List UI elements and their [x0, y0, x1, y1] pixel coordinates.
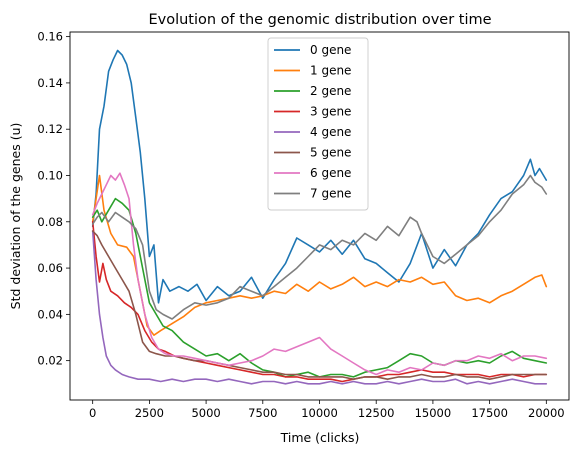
- legend-label-2: 2 gene: [310, 84, 351, 98]
- legend-label-1: 1 gene: [310, 64, 351, 78]
- y-tick-label: 0.16: [37, 30, 63, 44]
- series-line-7: [91, 174, 548, 320]
- series-line-2: [91, 197, 548, 378]
- legend-label-0: 0 gene: [310, 43, 351, 57]
- chart-title: Evolution of the genomic distribution ov…: [148, 12, 491, 28]
- y-tick-label: 0.06: [37, 261, 63, 275]
- x-tick-label: 2500: [135, 406, 164, 420]
- legend-box: [267, 37, 369, 211]
- legend: 0 gene 1 gene 2 gene 3 gene 4 gene 5 gene 6 ge…: [267, 37, 369, 211]
- x-tick-label: 15000: [415, 406, 452, 420]
- y-axis-label: Std deviation of the genes (u): [8, 123, 23, 310]
- legend-label-6: 6 gene: [310, 166, 351, 180]
- legend-label-7: 7 gene: [310, 187, 351, 201]
- x-tick-label: 20000: [528, 406, 565, 420]
- legend-label-5: 5 gene: [310, 146, 351, 160]
- x-axis-label: Time (clicks): [280, 430, 360, 445]
- series-line-6: [91, 172, 548, 376]
- legend-label-3: 3 gene: [310, 105, 351, 119]
- y-tick-label: 0.14: [37, 76, 63, 90]
- y-tick-label: 0.04: [37, 307, 63, 321]
- y-tick-label: 0.10: [37, 168, 63, 182]
- x-axis: 0 2500 5000 7500 10000 12500 15000 17500 20000: [89, 400, 565, 420]
- series-layer: [91, 49, 548, 385]
- x-tick-label: 10000: [301, 406, 338, 420]
- x-tick-label: 17500: [471, 406, 508, 420]
- y-tick-label: 0.12: [37, 122, 63, 136]
- x-tick-label: 7500: [248, 406, 277, 420]
- y-tick-label: 0.08: [37, 215, 63, 229]
- x-tick-label: 12500: [358, 406, 395, 420]
- legend-label-4: 4 gene: [310, 125, 351, 139]
- y-tick-label: 0.02: [37, 354, 63, 368]
- series-line-4: [91, 230, 548, 385]
- x-tick-label: 0: [89, 406, 96, 420]
- y-axis: 0.02 0.04 0.06 0.08 0.10 0.12 0.14 0.16: [37, 30, 70, 368]
- x-tick-label: 5000: [191, 406, 220, 420]
- series-line-5: [91, 230, 548, 380]
